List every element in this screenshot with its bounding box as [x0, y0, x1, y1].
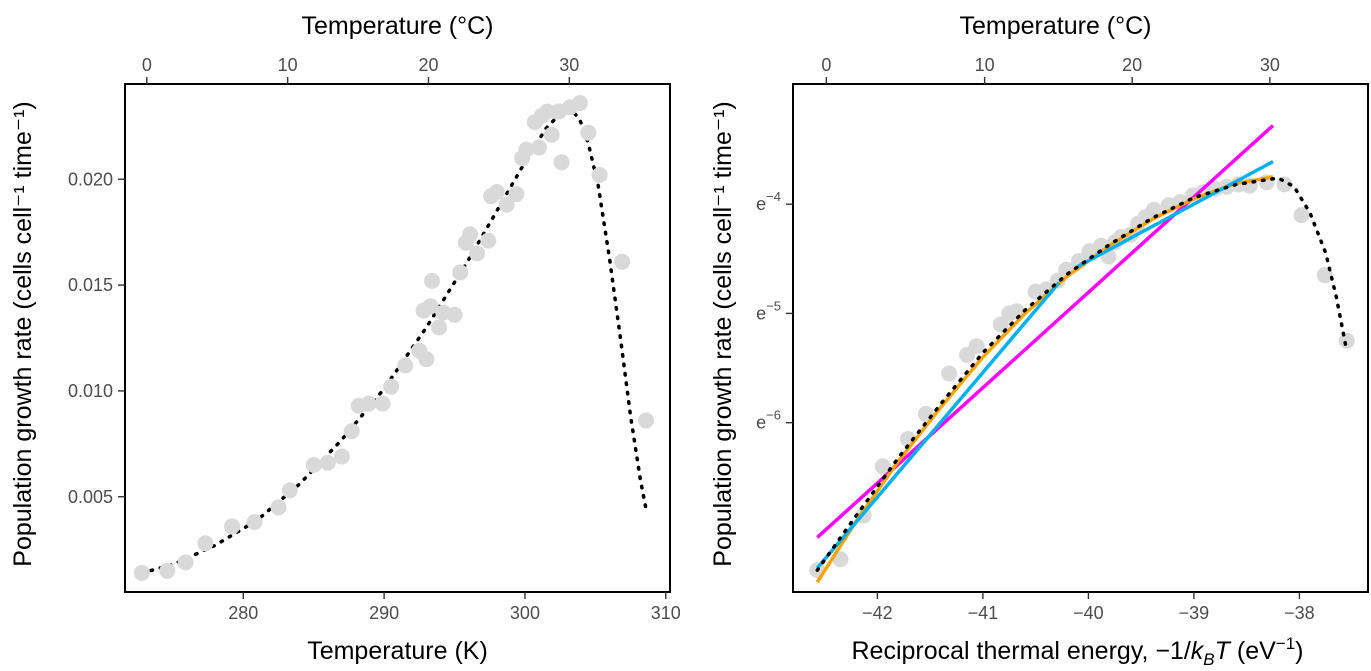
right-fit-group [815, 176, 1349, 572]
right-top-axis-title: Temperature (°C) [960, 12, 1152, 40]
right-fit-line-2 [815, 175, 1274, 584]
left-top-tick-label: 10 [278, 55, 298, 75]
right-x-axis-title: Reciprocal thermal energy, −1/kBT (eV−1) [852, 634, 1304, 669]
left-top-axis-title: Temperature (°C) [302, 12, 494, 40]
left-data-point [424, 272, 441, 289]
left-x-tick-label: 300 [510, 603, 540, 623]
left-data-point [553, 154, 570, 171]
left-data-point [133, 564, 150, 581]
right-x-tick-label: −42 [862, 603, 893, 623]
left-y-tick-label: 0.015 [68, 275, 113, 295]
left-top-tick-label: 20 [418, 55, 438, 75]
left-data-point [591, 167, 608, 184]
left-data-point [539, 103, 556, 120]
left-data-point [446, 306, 463, 323]
left-data-point [480, 232, 497, 249]
left-data-point [246, 514, 263, 531]
left-y-tick-label: 0.005 [68, 487, 113, 507]
left-ticks: 280 290 300 310 0.005 0.010 0.015 0.020 0 10 20 30 [68, 55, 681, 623]
left-data-point [360, 395, 377, 412]
left-plot-frame [124, 83, 671, 593]
right-y-tick-label: e−6 [756, 408, 781, 433]
left-top-tick-label: 30 [559, 55, 579, 75]
left-y-tick-label: 0.020 [68, 169, 113, 189]
right-y-tick-label: e−5 [756, 298, 781, 323]
right-fitted-curve [815, 176, 1349, 572]
right-fit-line-4 [1077, 160, 1274, 268]
left-data-point [498, 196, 515, 213]
left-data-point [580, 124, 597, 141]
left-data-point [508, 186, 525, 203]
right-panel-reciprocal-thermal-energy: −42 −41 −40 −39 −38 e−4 e−5 e−6 0 10 20 30 Temperat… [709, 12, 1369, 669]
left-data-point [543, 126, 560, 143]
left-top-tick-label: 0 [142, 55, 152, 75]
left-y-axis-title: Population growth rate (cells cell⁻¹ tim… [9, 101, 37, 566]
left-data-point [281, 482, 298, 499]
right-points [809, 174, 1355, 579]
left-data-point [319, 454, 336, 471]
left-points [133, 95, 655, 581]
right-x-tick-label: −40 [1073, 603, 1104, 623]
left-x-axis-title: Temperature (K) [307, 637, 488, 665]
right-y-tick-label: e−4 [756, 189, 781, 214]
left-fit-group [140, 107, 648, 575]
left-data-point [333, 448, 350, 465]
right-data-point [1145, 201, 1162, 218]
left-data-point [531, 139, 548, 156]
right-data-point [874, 458, 891, 475]
right-top-tick-label: 10 [975, 55, 995, 75]
left-data-point [224, 518, 241, 535]
left-x-tick-label: 290 [369, 603, 399, 623]
right-ticks: −42 −41 −40 −39 −38 e−4 e−5 e−6 0 10 20 30 [756, 55, 1315, 623]
left-data-point [469, 245, 486, 262]
left-data-point [343, 423, 360, 440]
left-x-tick-label: 280 [228, 603, 258, 623]
left-data-point [374, 395, 391, 412]
right-x-tick-label: −38 [1284, 603, 1315, 623]
left-data-point [383, 378, 400, 395]
left-data-point [452, 264, 469, 281]
right-x-tick-label: −39 [1179, 603, 1210, 623]
left-data-point [397, 357, 414, 374]
left-data-point [305, 457, 322, 473]
left-data-point [431, 319, 448, 336]
right-fit-line-3 [815, 281, 1061, 570]
left-fitted-curve [140, 107, 648, 575]
left-y-tick-label: 0.010 [68, 381, 113, 401]
left-data-point [571, 95, 588, 112]
left-data-point [462, 226, 479, 243]
right-top-tick-label: 30 [1260, 55, 1280, 75]
left-x-tick-label: 310 [651, 603, 681, 623]
right-top-tick-label: 0 [821, 55, 831, 75]
left-data-point [177, 554, 194, 571]
left-data-point [418, 351, 435, 368]
right-data-point [1008, 303, 1025, 320]
left-data-point [518, 141, 535, 158]
left-data-point [638, 412, 655, 429]
left-data-point [159, 562, 176, 579]
right-data-point [968, 338, 985, 355]
left-data-point [422, 298, 439, 315]
right-data-point [1338, 332, 1355, 349]
right-plot-frame [792, 83, 1369, 593]
right-y-axis-title: Population growth rate (cells cell⁻¹ tim… [709, 101, 737, 566]
right-x-tick-label: −41 [968, 603, 999, 623]
left-data-point [614, 253, 631, 270]
right-top-tick-label: 20 [1122, 55, 1142, 75]
left-data-point [270, 499, 287, 516]
left-data-point [488, 183, 505, 200]
right-data-point [1293, 207, 1310, 224]
left-data-point [197, 535, 214, 552]
right-fit-lines [815, 124, 1275, 584]
right-data-point [941, 365, 958, 382]
